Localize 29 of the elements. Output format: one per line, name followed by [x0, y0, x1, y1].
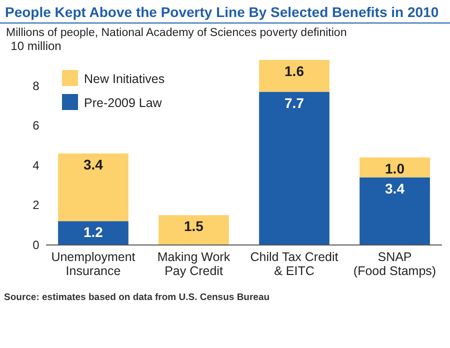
y-tick-label: 8 [32, 78, 40, 93]
legend-label: Pre-2009 Law [84, 96, 163, 110]
y-tick-label: 10 million [10, 39, 62, 53]
data-label: 1.5 [184, 218, 204, 234]
data-label: 1.2 [84, 224, 104, 240]
y-tick-label: 6 [32, 118, 40, 133]
bar [158, 215, 229, 245]
data-label: 1.0 [385, 160, 405, 176]
bar [360, 157, 430, 178]
x-tick-label: Child Tax Credit & EITC [250, 250, 339, 278]
x-tick-label: Making Work Pay Credit [157, 250, 231, 278]
y-tick-label: 2 [32, 198, 40, 212]
legend-label: New Initiatives [84, 72, 165, 86]
source-note: Source: estimates based on data from U.S. Census Bureau [4, 292, 270, 303]
x-tick-label: Unemployment Insurance [51, 250, 136, 278]
bar [360, 177, 430, 245]
data-label: 1.6 [284, 62, 304, 79]
bar [259, 92, 330, 245]
chart-subtitle: Millions of people, National Academy of Sciences poverty definition [6, 27, 347, 39]
bar [259, 60, 330, 92]
chart-title: People Kept Above the Poverty Line By Selected Benefits in 2010 [5, 4, 439, 20]
data-label: 3.4 [84, 156, 104, 172]
bar [58, 153, 128, 222]
x-tick-label: SNAP (Food Stamps) [353, 250, 436, 278]
data-label: 7.7 [284, 94, 304, 111]
y-tick-label: 4 [32, 158, 40, 172]
data-label: 3.4 [385, 180, 405, 196]
y-tick-label: 0 [32, 238, 40, 252]
bar [58, 221, 128, 245]
